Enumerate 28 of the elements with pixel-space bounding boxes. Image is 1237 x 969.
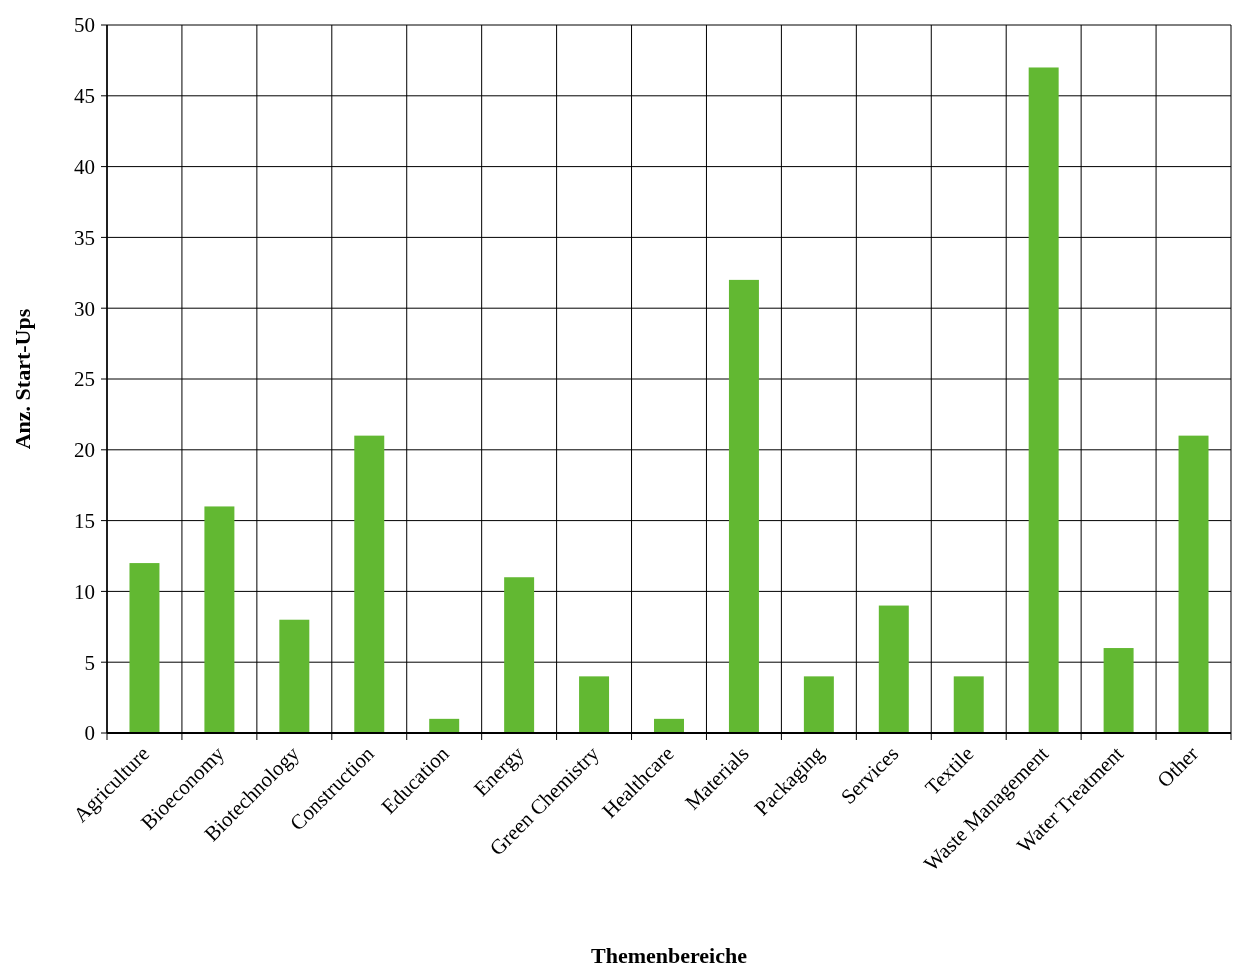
y-tick-label: 50: [74, 13, 95, 38]
bar: [1178, 435, 1209, 733]
y-tick-label: 10: [74, 579, 95, 604]
bar: [354, 435, 385, 733]
bar: [204, 506, 235, 733]
y-tick-label: 35: [74, 225, 95, 250]
bar: [878, 605, 909, 733]
y-tick-label: 0: [84, 721, 95, 746]
bar: [728, 279, 759, 733]
y-tick-label: 25: [74, 367, 95, 392]
x-axis-title: Themenbereiche: [590, 943, 748, 968]
bar: [579, 676, 610, 733]
bar: [654, 718, 684, 733]
y-tick-label: 40: [74, 154, 95, 179]
bar: [1103, 648, 1134, 733]
bar: [429, 718, 460, 733]
bar: [1028, 67, 1059, 733]
y-tick-label: 30: [74, 296, 95, 321]
y-tick-label: 15: [74, 508, 95, 533]
bar: [953, 676, 984, 733]
y-tick-label: 45: [74, 84, 95, 109]
y-tick-label: 20: [74, 438, 95, 463]
bar: [803, 676, 834, 733]
y-axis-title: Anz. Start-Ups: [10, 308, 35, 450]
y-tick-label: 5: [84, 650, 95, 675]
bar: [129, 563, 160, 733]
bar: [279, 619, 310, 733]
bar: [504, 577, 535, 733]
